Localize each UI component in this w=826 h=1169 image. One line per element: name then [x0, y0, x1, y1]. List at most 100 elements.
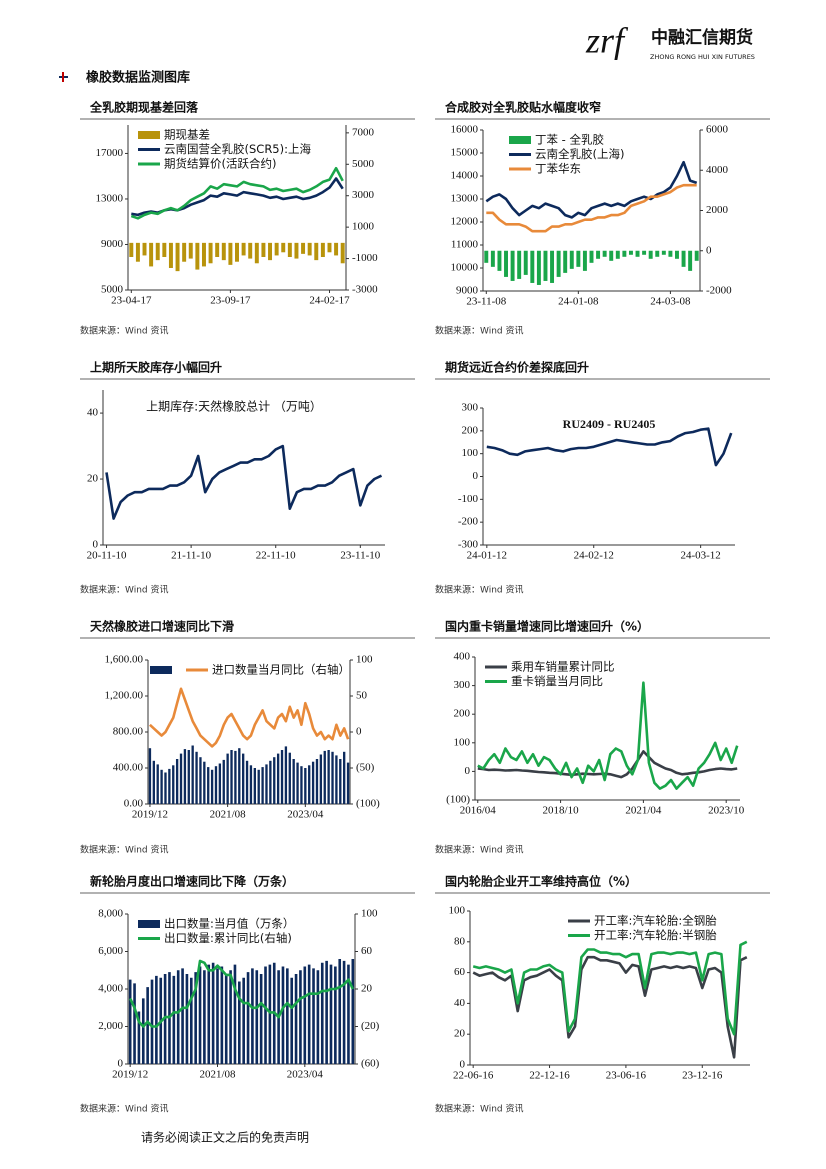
line-series: [486, 183, 697, 233]
y-tick-label: 200: [462, 424, 479, 436]
legend-label: 丁苯华东: [535, 162, 581, 176]
bar: [609, 250, 614, 261]
legend-label: 开工率:汽车轮胎:半钢胎: [594, 928, 717, 942]
y-tick-label: 1,600.00: [105, 654, 144, 666]
bar: [294, 974, 298, 1064]
legend-label: 重卡销量当月同比: [511, 674, 603, 688]
bar: [304, 768, 307, 804]
chart-title: 上期所天胶库存小幅回升: [90, 360, 222, 375]
bar: [181, 968, 184, 1064]
bar: [241, 242, 246, 256]
bar: [342, 960, 346, 1064]
bar: [615, 250, 620, 259]
y-tick-label: 17000: [96, 147, 124, 159]
bar: [325, 960, 328, 1064]
x-tick-label: 2018/10: [543, 805, 580, 817]
source-note: 数据来源：Wind 资讯: [435, 844, 523, 856]
bar: [242, 977, 245, 1064]
bar: [510, 250, 515, 281]
x-tick-label: 24-02-12: [574, 550, 614, 562]
y2-tick-label: 20: [361, 983, 373, 995]
y-tick-label: 200: [454, 708, 471, 720]
bar: [198, 966, 202, 1064]
bar: [307, 964, 311, 1064]
bar: [504, 250, 508, 277]
bar: [172, 975, 176, 1064]
x-tick-label: 23-11-10: [340, 550, 380, 562]
bar: [316, 970, 320, 1064]
bar: [220, 966, 224, 1064]
y-tick-label: 0.00: [124, 798, 144, 810]
bar: [563, 250, 568, 273]
section-icon: [59, 72, 68, 82]
bar: [208, 242, 213, 264]
line-series: [129, 959, 354, 1028]
y-tick-label: 0: [465, 765, 471, 777]
bar: [281, 242, 286, 253]
legend-label: 云南国营全乳胶(SCR5):上海: [164, 142, 311, 156]
bar: [245, 760, 249, 804]
bar: [191, 745, 194, 804]
bar: [327, 242, 332, 253]
legend-label: 丁苯 - 全乳胶: [535, 133, 604, 147]
bar: [622, 250, 627, 257]
bar: [281, 966, 285, 1064]
bar: [314, 242, 319, 261]
source-note: 数据来源：Wind 资讯: [435, 325, 523, 337]
bar: [133, 983, 136, 1064]
bar: [351, 959, 355, 1064]
bar: [162, 242, 167, 257]
bar: [261, 242, 266, 257]
x-tick-label: 2023/10: [708, 805, 745, 817]
y-tick-label: 400: [454, 651, 471, 663]
x-tick-label: 24-03-12: [680, 550, 720, 562]
y-tick-label: 0: [118, 1058, 124, 1070]
bar: [187, 750, 190, 804]
chart-subtitle: RU2409 - RU2405: [563, 417, 656, 431]
x-tick-label: 23-12-16: [682, 1070, 723, 1082]
y2-tick-label: 7000: [352, 126, 375, 138]
bar: [259, 974, 263, 1064]
y-tick-label: 0: [93, 539, 99, 551]
y2-tick-label: (20): [361, 1020, 380, 1032]
bar: [150, 979, 154, 1064]
bar: [286, 968, 289, 1064]
y-tick-label: 300: [454, 679, 471, 691]
y2-tick-label: 3000: [352, 189, 375, 201]
source-note: 数据来源：Wind 资讯: [80, 1103, 168, 1115]
bar: [292, 759, 295, 804]
y-tick-label: 800.00: [113, 726, 144, 738]
bar: [334, 966, 337, 1064]
y2-tick-label: 6000: [706, 124, 729, 136]
bar: [307, 242, 312, 256]
bar: [264, 966, 267, 1064]
chart: 国内轮胎企业开工率维持高位（%） 数据来源：Wind 资讯 0 20 40 60 80 100…: [435, 874, 770, 1115]
logo-mark: zrf: [585, 20, 629, 60]
x-tick-label: 22-11-10: [256, 550, 296, 562]
bar: [135, 242, 140, 262]
bar: [201, 242, 206, 267]
bar: [308, 765, 311, 804]
y-tick-label: 8,000: [98, 908, 123, 920]
bar: [312, 968, 315, 1064]
bar: [490, 250, 495, 267]
y-tick-label: 1,200.00: [105, 690, 144, 702]
x-tick-label: 2023/04: [287, 1069, 324, 1081]
bar: [569, 250, 574, 269]
y2-tick-label: (100): [356, 798, 380, 810]
bar: [235, 242, 239, 262]
bar: [675, 250, 679, 259]
bar: [149, 242, 154, 267]
bar: [214, 766, 218, 804]
bar: [576, 250, 581, 267]
bar: [300, 766, 303, 804]
bar: [320, 242, 325, 257]
legend-swatch: [150, 666, 172, 674]
y-tick-label: 9000: [101, 238, 124, 250]
y-tick-label: 2,000: [98, 1020, 123, 1032]
legend-swatch: [138, 131, 160, 139]
x-tick-label: 22-12-16: [529, 1070, 570, 1082]
